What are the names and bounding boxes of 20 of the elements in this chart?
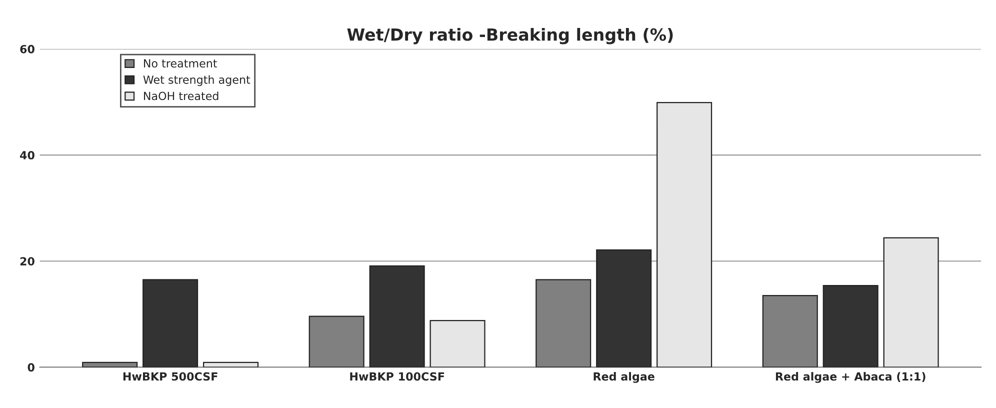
- y-tick-label: 60: [20, 44, 34, 54]
- x-tick-label: Red algae + Abaca (1:1): [776, 372, 926, 383]
- bar: [142, 279, 198, 368]
- y-tick-label: 0: [28, 363, 34, 372]
- legend-label: Wet strength agent: [143, 75, 250, 86]
- bar: [656, 102, 712, 368]
- y-tick-label: 20: [20, 257, 34, 266]
- bar: [883, 237, 939, 368]
- bar: [203, 362, 259, 368]
- chart-title: Wet/Dry ratio -Breaking length (%): [347, 28, 673, 44]
- y-tick-label: 40: [20, 151, 34, 160]
- x-tick-label: HwBKP 500CSF: [123, 372, 218, 381]
- legend-label: No treatment: [144, 59, 218, 68]
- bar: [596, 249, 652, 368]
- legend-label: NaOH treated: [144, 92, 218, 100]
- x-tick-label: Red algae: [594, 372, 654, 383]
- bar: [822, 284, 878, 368]
- bar: [369, 265, 425, 368]
- bar: [430, 320, 486, 368]
- x-tick-label: HwBKP 100CSF: [350, 372, 444, 381]
